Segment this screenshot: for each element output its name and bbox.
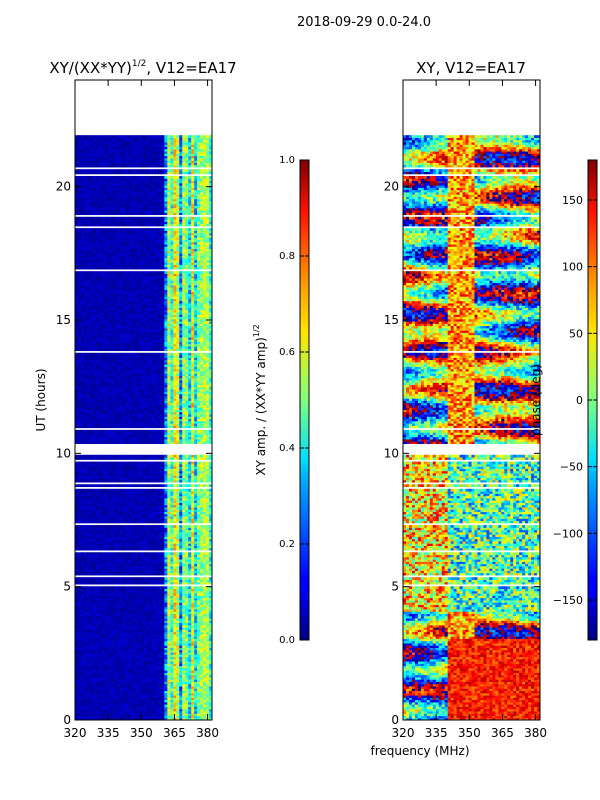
figure-title: 2018-09-29 0.0-24.0 <box>297 15 431 30</box>
phase-panel-title: XY, V12=EA17 <box>416 59 526 77</box>
amplitude-y-tick-20: 20 <box>56 180 71 194</box>
phase-x-tick-320: 320 <box>392 726 415 740</box>
phase-y-tick-0: 0 <box>391 713 399 727</box>
amplitude-colorbar: 0.0 0.2 0.4 0.6 0.8 1.0 XY amp. / (XX*YY amp)… <box>252 155 310 646</box>
amplitude-colorbar-label: XY amp. / (XX*YY amp)1/2 <box>252 324 268 475</box>
phase-colorbar-label: phase (deg) <box>529 364 543 436</box>
amplitude-y-tick-5: 5 <box>63 580 71 594</box>
amplitude-colorbar-tick: 0.6 <box>279 347 295 358</box>
y-axis-label: UT (hours) <box>34 368 48 431</box>
phase-colorbar: −150 −100 −50 0 50 100 150 <box>553 159 598 641</box>
amplitude-colorbar-tick: 1.0 <box>279 155 295 166</box>
amplitude-x-tick-335: 335 <box>97 726 120 740</box>
amplitude-x-tick-380: 380 <box>196 726 219 740</box>
phase-axes: 320 335 350 365 380 0 5 10 15 20 <box>384 80 547 740</box>
phase-colorbar-tick: 0 <box>576 394 583 407</box>
amplitude-x-tick-320: 320 <box>64 726 87 740</box>
amplitude-colorbar-tick: 0.4 <box>279 443 295 454</box>
phase-panel: XY, V12=EA17 320 335 350 365 380 0 5 10 15 20 pha… <box>384 59 547 740</box>
phase-y-tick-5: 5 <box>391 580 399 594</box>
phase-y-tick-10: 10 <box>384 446 399 460</box>
amplitude-y-tick-0: 0 <box>63 713 71 727</box>
phase-colorbar-tick: −150 <box>553 594 583 607</box>
amplitude-colorbar-tick: 0.0 <box>279 635 295 646</box>
amplitude-panel-title: XY/(XX*YY)1/2, V12=EA17 <box>49 59 236 77</box>
amplitude-colorbar-tick: 0.8 <box>279 251 295 262</box>
phase-y-tick-20: 20 <box>384 180 399 194</box>
x-axis-label: frequency (MHz) <box>370 744 469 758</box>
amplitude-panel: XY/(XX*YY)1/2, V12=EA17 320 335 350 365 380 0… <box>34 59 237 740</box>
phase-x-tick-335: 335 <box>425 726 448 740</box>
phase-x-tick-380: 380 <box>524 726 547 740</box>
amplitude-y-tick-15: 15 <box>56 313 71 327</box>
phase-colorbar-tick: 150 <box>562 194 583 207</box>
amplitude-plot-frame <box>74 79 213 721</box>
amplitude-axes: 320 335 350 365 380 0 5 10 15 20 <box>56 80 219 740</box>
phase-y-tick-15: 15 <box>384 313 399 327</box>
phase-x-tick-350: 350 <box>458 726 481 740</box>
phase-colorbar-tick: −50 <box>560 461 583 474</box>
phase-plot-frame <box>402 79 541 721</box>
phase-colorbar-tick: −100 <box>553 527 583 540</box>
phase-heatmap <box>403 135 540 720</box>
amplitude-colorbar-gradient <box>299 159 310 641</box>
phase-x-tick-365: 365 <box>491 726 514 740</box>
amplitude-x-tick-365: 365 <box>163 726 186 740</box>
amplitude-y-tick-10: 10 <box>56 446 71 460</box>
phase-colorbar-tick: 50 <box>569 327 583 340</box>
phase-colorbar-tick: 100 <box>562 261 583 274</box>
amplitude-colorbar-tick: 0.2 <box>279 539 295 550</box>
amplitude-x-tick-350: 350 <box>130 726 153 740</box>
amplitude-heatmap <box>75 135 212 720</box>
